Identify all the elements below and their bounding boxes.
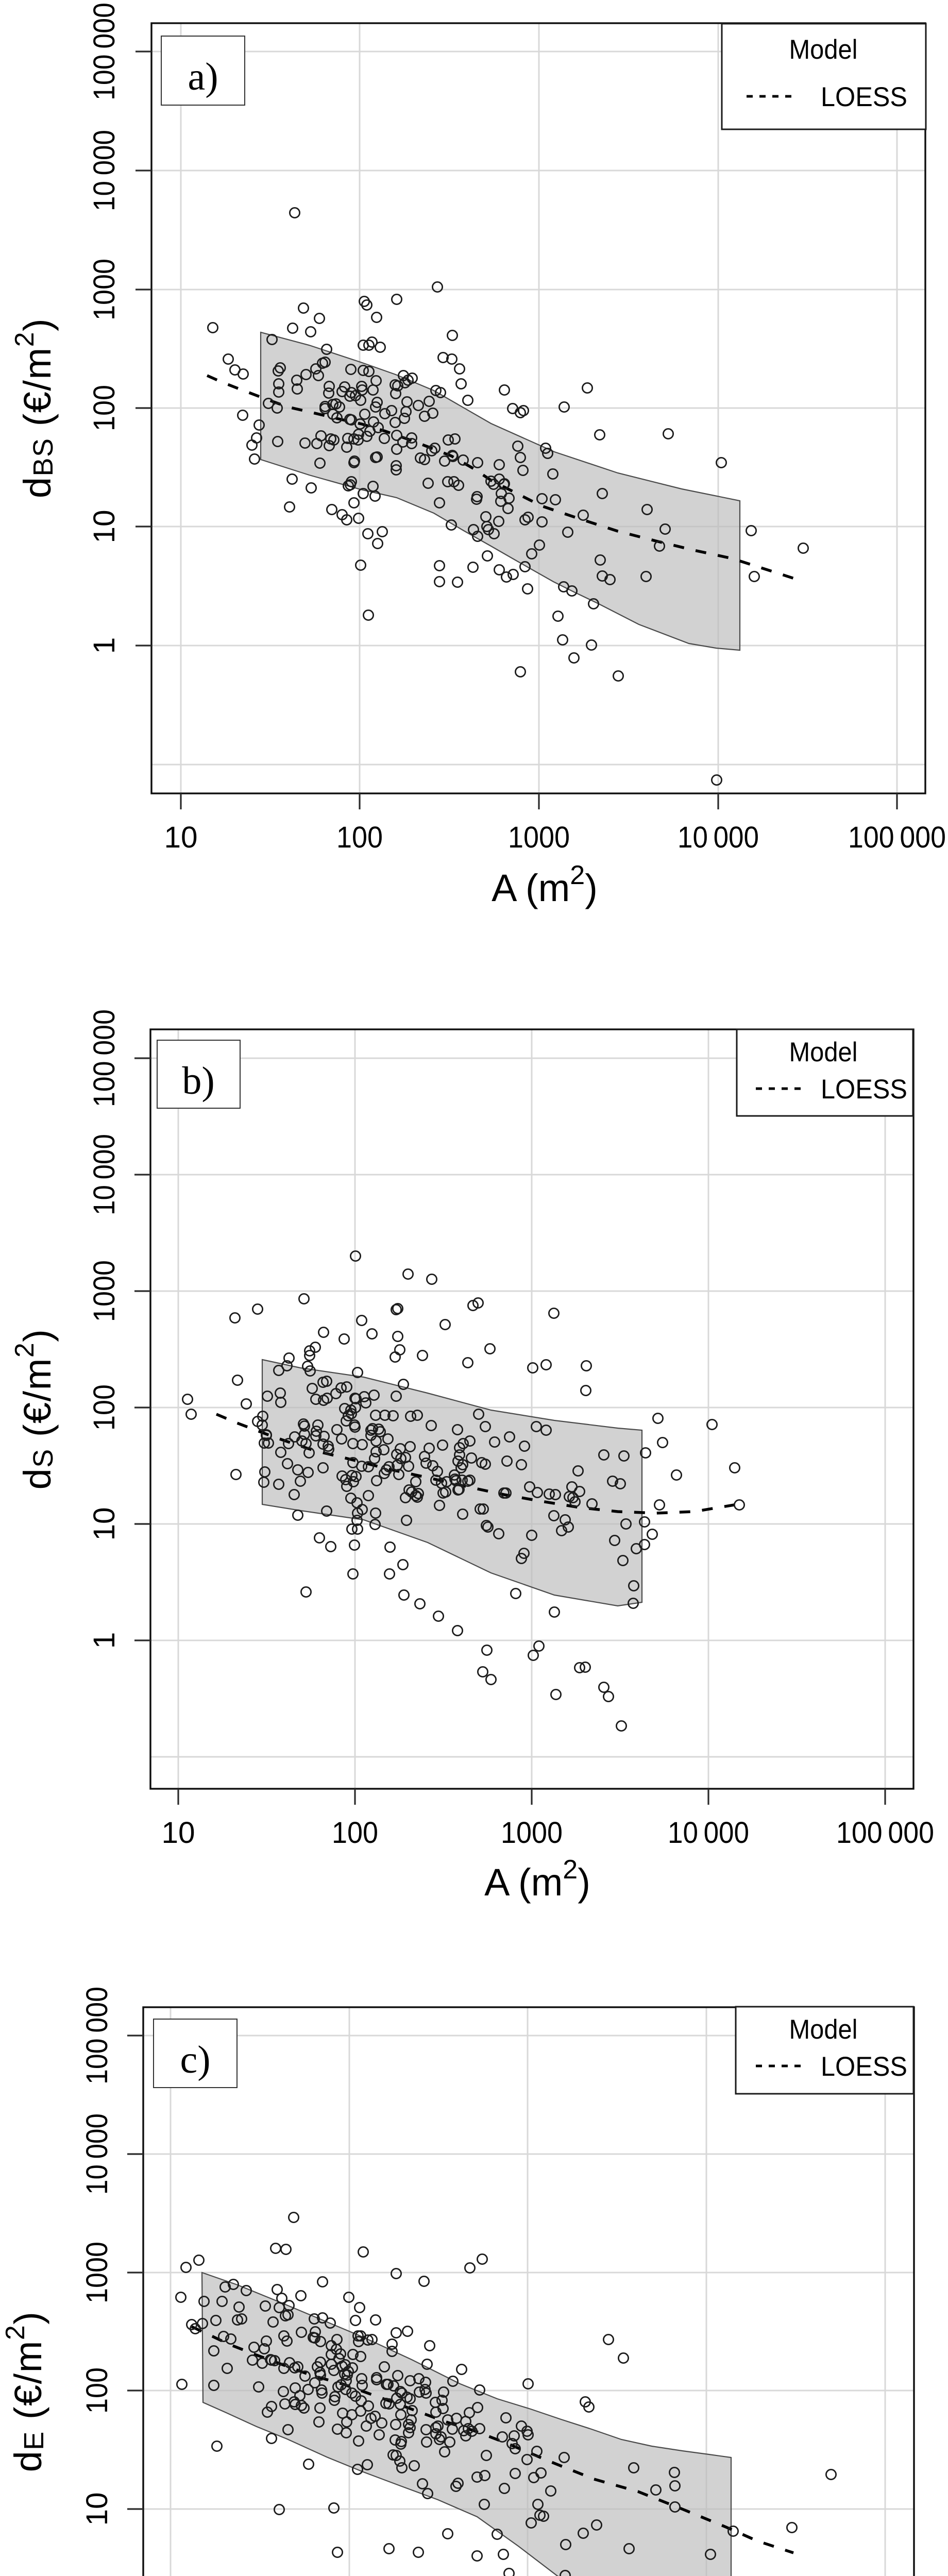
svg-text:100 000: 100 000 xyxy=(88,1009,121,1107)
svg-text:b): b) xyxy=(182,1059,214,1103)
svg-text:1000: 1000 xyxy=(501,1816,563,1850)
svg-text:LOESS: LOESS xyxy=(821,2052,907,2082)
svg-text:1: 1 xyxy=(88,1632,121,1649)
svg-text:100 000: 100 000 xyxy=(80,1987,114,2084)
svg-text:10: 10 xyxy=(88,1507,121,1540)
svg-text:LOESS: LOESS xyxy=(821,1074,907,1105)
svg-text:10: 10 xyxy=(88,510,121,543)
svg-text:c): c) xyxy=(180,2038,210,2081)
svg-text:1000: 1000 xyxy=(88,259,121,320)
svg-text:100 000: 100 000 xyxy=(848,821,946,854)
svg-text:A (m2): A (m2) xyxy=(492,860,598,909)
svg-text:100: 100 xyxy=(88,1384,121,1431)
svg-text:100: 100 xyxy=(336,821,383,854)
svg-text:10: 10 xyxy=(161,1816,195,1850)
svg-text:10 000: 10 000 xyxy=(88,130,121,211)
svg-text:100: 100 xyxy=(88,385,121,431)
svg-text:dBS (€/m2): dBS (€/m2) xyxy=(10,318,59,498)
svg-text:Model: Model xyxy=(789,2014,858,2045)
svg-text:100: 100 xyxy=(332,1816,378,1850)
svg-text:10 000: 10 000 xyxy=(88,1134,121,1215)
svg-text:a): a) xyxy=(188,55,218,98)
svg-text:10: 10 xyxy=(164,821,197,854)
svg-text:LOESS: LOESS xyxy=(821,82,907,112)
svg-text:100 000: 100 000 xyxy=(88,3,121,100)
svg-text:100 000: 100 000 xyxy=(836,1816,934,1850)
svg-text:10 000: 10 000 xyxy=(668,1816,749,1850)
svg-text:10 000: 10 000 xyxy=(80,2113,114,2195)
svg-text:10: 10 xyxy=(80,2492,114,2526)
svg-text:Model: Model xyxy=(789,35,858,65)
svg-text:100: 100 xyxy=(80,2367,114,2414)
svg-text:1000: 1000 xyxy=(508,821,570,854)
svg-text:Model: Model xyxy=(789,1037,858,1067)
svg-text:10 000: 10 000 xyxy=(678,821,759,854)
svg-text:1: 1 xyxy=(88,637,121,654)
svg-text:1000: 1000 xyxy=(88,1260,121,1322)
svg-text:1000: 1000 xyxy=(80,2242,114,2303)
